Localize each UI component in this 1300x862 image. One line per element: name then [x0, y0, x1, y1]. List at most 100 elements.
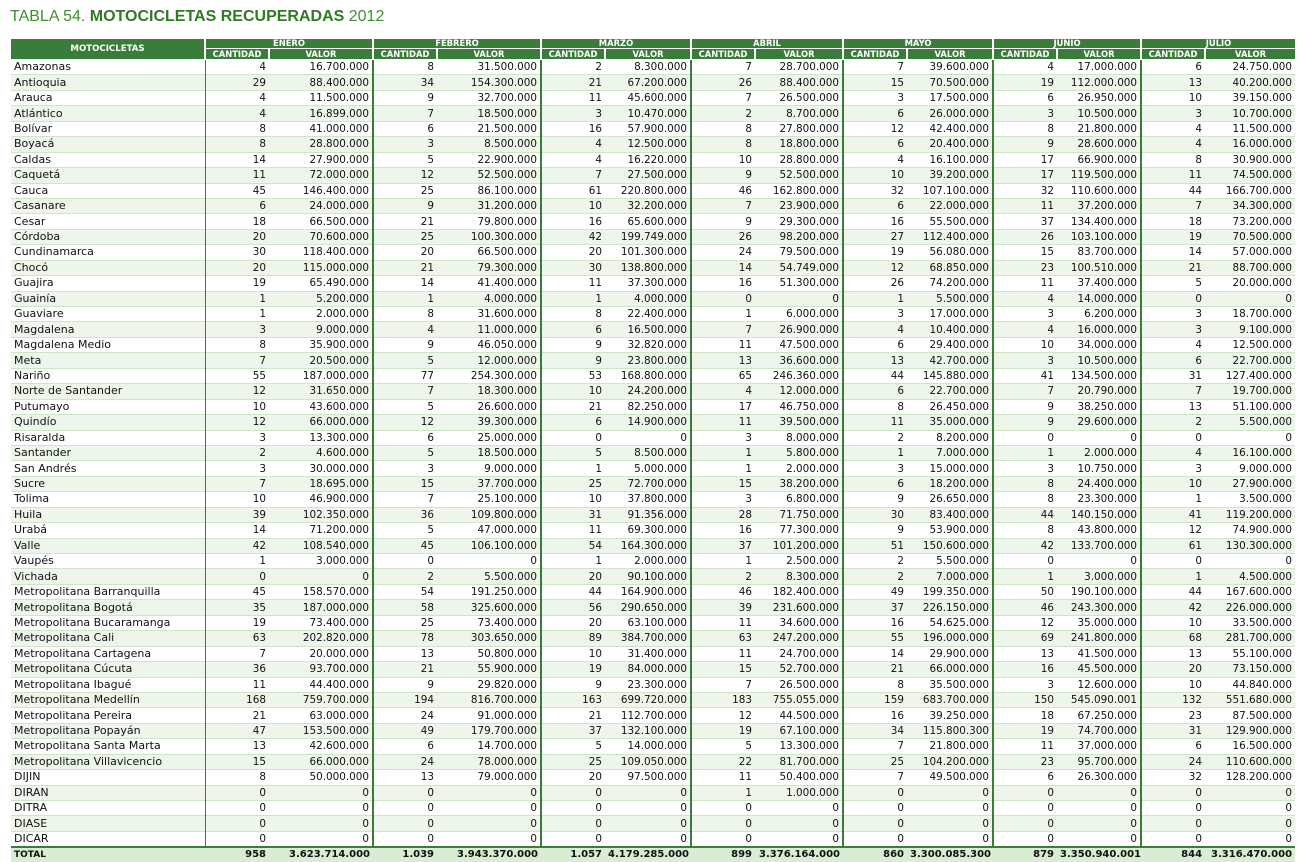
total-valor: 4.179.285.000 — [605, 846, 692, 862]
cantidad-cell: 21 — [842, 661, 908, 677]
valor-cell: 68.850.000 — [907, 260, 995, 276]
valor-cell: 36.600.000 — [755, 352, 845, 369]
valor-cell: 0 — [1285, 431, 1293, 444]
valor-cell: 199.350.000 — [907, 584, 995, 600]
cantidad-cell: 4 — [842, 152, 908, 168]
cantidad-cell: 20 — [540, 244, 606, 261]
cantidad-cell: 159 — [842, 692, 908, 708]
cantidad-cell: 0 — [540, 785, 606, 801]
valor-cell: 81.700.000 — [755, 754, 845, 770]
valor-cell: 0 — [605, 430, 693, 446]
valor-cell: 66.000.000 — [907, 661, 995, 677]
valor-cell: 8.000.000 — [755, 430, 845, 446]
valor-cell: 2.000.000 — [755, 460, 845, 477]
valor-cell: 0 — [269, 785, 374, 801]
department-cell: Tolima — [14, 492, 50, 506]
table-row: Metropolitana Bucaramanga 19 73.400.000 25 7… — [11, 615, 1296, 631]
cantidad-cell: 32 — [992, 183, 1058, 199]
table-row: Metropolitana Ibagué 11 44.400.000 9 29.820.… — [11, 677, 1296, 693]
table-row: Cundinamarca 30 118.400.000 20 66.500.000 20 1… — [11, 244, 1296, 261]
valor-cell: 70.500.000 — [1205, 229, 1296, 245]
cantidad-cell: 6 — [540, 414, 606, 430]
valor-cell: 88.700.000 — [1205, 260, 1296, 276]
valor-cell: 13.300.000 — [269, 430, 374, 446]
cantidad-cell: 37 — [842, 599, 908, 616]
valor-cell: 49.500.000 — [907, 769, 995, 786]
valor-cell: 74.500.000 — [1205, 167, 1296, 183]
valor-cell: 0 — [269, 568, 374, 585]
cantidad-cell: 24 — [372, 754, 437, 770]
valor-cell: 0 — [1057, 800, 1143, 816]
valor-cell: 0 — [755, 831, 845, 848]
valor-cell: 759.700.000 — [269, 692, 374, 708]
cantidad-cell: 23 — [1140, 707, 1206, 724]
valor-cell: 5.800.000 — [755, 445, 845, 461]
valor-cell: 0 — [605, 800, 693, 816]
cantidad-cell: 6 — [842, 105, 908, 122]
cantidad-cell: 15 — [204, 754, 269, 770]
cantidad-cell: 14 — [842, 646, 908, 662]
cantidad-cell: 21 — [540, 707, 606, 724]
valor-cell: 33.500.000 — [1232, 616, 1293, 629]
valor-cell: 42.700.000 — [907, 352, 995, 369]
valor-cell: 179.700.000 — [437, 723, 543, 739]
valor-cell: 91.000.000 — [437, 707, 543, 724]
valor-cell: 37.300.000 — [605, 275, 693, 292]
cantidad-cell: 45 — [372, 538, 437, 554]
header-row-months: MOTOCICLETAS ENERO FEBRERO MARZO ABRIL MAYO JU… — [11, 39, 1296, 60]
valor-cell: 38.200.000 — [755, 476, 845, 492]
valor-cell: 65.490.000 — [269, 275, 374, 292]
valor-cell: 226.000.000 — [1205, 599, 1296, 616]
valor-cell: 16.000.000 — [1205, 136, 1296, 153]
valor-cell: 0 — [907, 831, 995, 848]
valor-cell: 0 — [437, 553, 543, 569]
department-cell: Guajira — [14, 276, 54, 290]
valor-cell: 46.750.000 — [755, 399, 845, 415]
valor-cell: 281.700.000 — [1205, 630, 1296, 647]
valor-cell: 303.650.000 — [437, 630, 543, 647]
cantidad-cell: 19 — [992, 723, 1058, 739]
valor-cell: 4.500.000 — [1205, 568, 1296, 585]
valor-cell: 25.100.000 — [437, 491, 543, 508]
valor-cell: 50.800.000 — [437, 646, 543, 662]
cantidad-cell: 42 — [540, 229, 606, 245]
valor-cell: 18.695.000 — [269, 476, 374, 492]
cantidad-cell: 14 — [204, 522, 269, 539]
valor-cell: 44.840.000 — [1232, 678, 1293, 691]
valor-cell: 39.250.000 — [907, 707, 995, 724]
valor-cell: 47.000.000 — [437, 522, 543, 539]
valor-cell: 118.400.000 — [269, 244, 374, 261]
valor-cell: 140.150.000 — [1057, 507, 1143, 523]
department-cell: Metropolitana Popayán — [11, 723, 205, 739]
table-row: Putumayo 10 43.600.000 5 26.600.000 21 82.250.… — [11, 399, 1296, 415]
valor-cell: 41.000.000 — [269, 121, 374, 137]
valor-cell: 384.700.000 — [605, 630, 693, 647]
valor-cell: 325.600.000 — [437, 599, 543, 616]
valor-cell: 16.700.000 — [269, 59, 374, 75]
cantidad-cell: 12 — [1140, 522, 1206, 539]
cantidad-cell: 30 — [204, 244, 269, 261]
valor-cell: 20.000.000 — [1232, 277, 1293, 290]
cantidad-cell: 14 — [690, 260, 756, 276]
valor-cell: 82.250.000 — [605, 399, 693, 415]
valor-cell: 107.100.000 — [907, 183, 995, 199]
department-cell: DIJIN — [14, 770, 41, 784]
department-cell: Cesar — [14, 214, 46, 228]
cantidad-cell: 8 — [842, 399, 908, 415]
cantidad-cell: 1 — [690, 306, 756, 322]
cantidad-cell: 7 — [690, 677, 756, 693]
cantidad-cell: 8 — [992, 476, 1058, 492]
department-cell: Antioquia — [11, 74, 205, 91]
cantidad-cell: 7 — [1140, 198, 1206, 214]
cantidad-cell: 9 — [540, 677, 606, 693]
valor-cell: 66.000.000 — [269, 414, 374, 430]
cantidad-cell: 10 — [1140, 476, 1206, 492]
department-cell: Norte de Santander — [11, 383, 205, 400]
cantidad-cell: 7 — [690, 90, 756, 106]
table-row: Atlántico 4 16.899.000 7 18.500.000 3 10.470.0… — [11, 105, 1296, 122]
valor-cell: 11.500.000 — [1232, 122, 1293, 135]
valor-cell: 4.000.000 — [605, 291, 693, 307]
cantidad-cell: 19 — [204, 275, 269, 292]
table-row: Córdoba 20 70.600.000 25 100.300.000 42 199.74… — [11, 229, 1296, 245]
cantidad-cell: 2 — [372, 568, 437, 585]
